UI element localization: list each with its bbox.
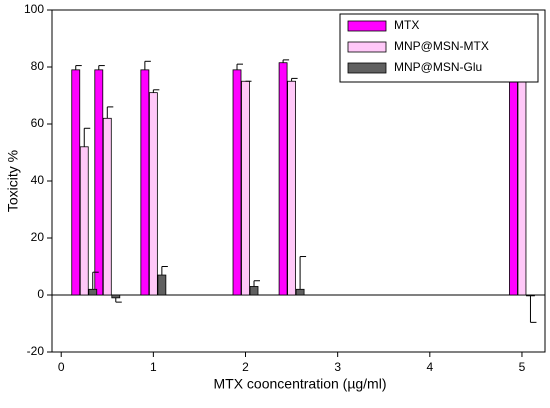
bar	[157, 274, 167, 296]
bar	[102, 117, 112, 296]
bar	[111, 294, 121, 299]
legend-swatch	[347, 41, 387, 53]
y-tick-label: 0	[37, 287, 44, 301]
bar	[278, 62, 288, 296]
x-tick-label: 4	[426, 360, 433, 374]
y-tick-label: -20	[27, 344, 45, 358]
bar	[148, 92, 158, 296]
bar	[232, 69, 242, 296]
legend-label: MNP@MSN-MTX	[394, 39, 489, 53]
bar	[509, 72, 518, 296]
bar	[94, 69, 104, 296]
y-tick-label: 20	[31, 230, 45, 244]
bar	[287, 80, 296, 296]
y-tick-label: 80	[31, 59, 45, 73]
legend-label: MTX	[394, 18, 419, 32]
bar	[79, 146, 89, 296]
y-tick-label: 40	[31, 173, 45, 187]
bar	[249, 286, 259, 296]
legend-swatch	[347, 20, 387, 32]
bar	[517, 75, 527, 296]
x-tick-label: 3	[334, 360, 341, 374]
y-tick-label: 100	[24, 2, 44, 16]
legend-label: MNP@MSN-Glu	[394, 60, 482, 74]
x-tick-label: 2	[242, 360, 249, 374]
bar	[88, 288, 98, 296]
x-tick-label: 5	[519, 360, 526, 374]
x-axis-label: MTX cooncentration (µg/ml)	[213, 376, 386, 392]
x-tick-label: 1	[150, 360, 157, 374]
bar	[140, 69, 150, 296]
x-tick-label: 0	[58, 360, 65, 374]
bar	[241, 80, 250, 296]
bar	[295, 288, 305, 296]
bar	[71, 69, 81, 296]
bar	[526, 294, 535, 297]
y-axis-label: Toxicity %	[5, 150, 21, 212]
legend-swatch	[347, 62, 387, 74]
y-tick-label: 60	[31, 116, 45, 130]
